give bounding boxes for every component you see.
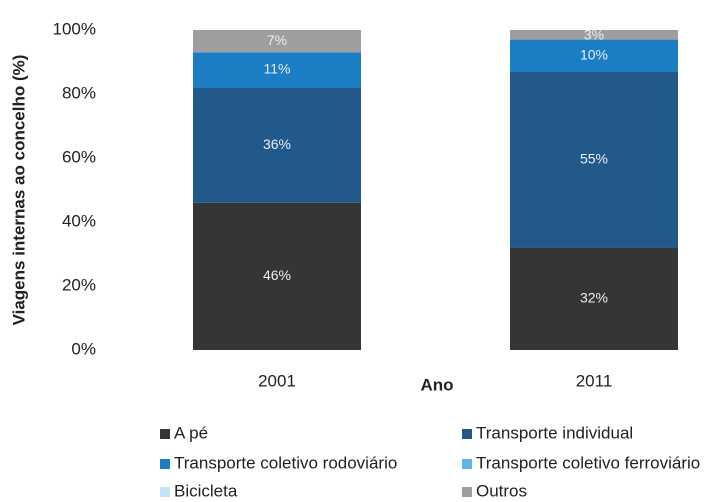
legend-swatch bbox=[462, 487, 472, 497]
y-tick-label: 80% bbox=[62, 83, 96, 102]
bar-segment bbox=[193, 52, 361, 88]
data-label: 36% bbox=[263, 136, 291, 152]
legend-label: Bicicleta bbox=[174, 481, 238, 500]
bar-segment bbox=[193, 30, 361, 53]
bar-segment bbox=[510, 247, 678, 350]
data-label: 10% bbox=[580, 46, 608, 62]
bar-segment bbox=[193, 87, 361, 203]
data-label: 7% bbox=[267, 32, 287, 48]
legend-swatch bbox=[160, 429, 170, 439]
data-label: 55% bbox=[580, 150, 608, 166]
y-tick-label: 100% bbox=[53, 19, 96, 38]
legend-label: Transporte coletivo ferroviário bbox=[476, 453, 700, 472]
legend-swatch bbox=[160, 459, 170, 469]
y-tick-label: 60% bbox=[62, 147, 96, 166]
legend-swatch bbox=[160, 487, 170, 497]
legend-label: Outros bbox=[476, 481, 527, 500]
legend-swatch bbox=[462, 459, 472, 469]
bar-segment bbox=[193, 202, 361, 350]
x-tick-label: 2001 bbox=[258, 371, 296, 390]
data-label: 46% bbox=[263, 267, 291, 283]
legend-label: Transporte individual bbox=[476, 423, 633, 442]
x-axis-title: Ano bbox=[420, 375, 453, 394]
bar-segment bbox=[510, 30, 678, 40]
y-axis-title: Viagens internas ao concelho (%) bbox=[9, 55, 28, 326]
y-tick-label: 20% bbox=[62, 275, 96, 294]
bar-segment bbox=[510, 39, 678, 72]
y-tick-label: 40% bbox=[62, 211, 96, 230]
data-label: 11% bbox=[264, 61, 291, 77]
legend-label: A pé bbox=[174, 423, 208, 442]
bar-segment bbox=[510, 71, 678, 248]
x-tick-label: 2011 bbox=[576, 371, 613, 390]
data-label: 3% bbox=[584, 27, 604, 43]
y-tick-label: 0% bbox=[71, 339, 96, 358]
legend-label: Transporte coletivo rodoviário bbox=[174, 453, 397, 472]
legend-swatch bbox=[462, 429, 472, 439]
data-label: 32% bbox=[580, 290, 608, 306]
